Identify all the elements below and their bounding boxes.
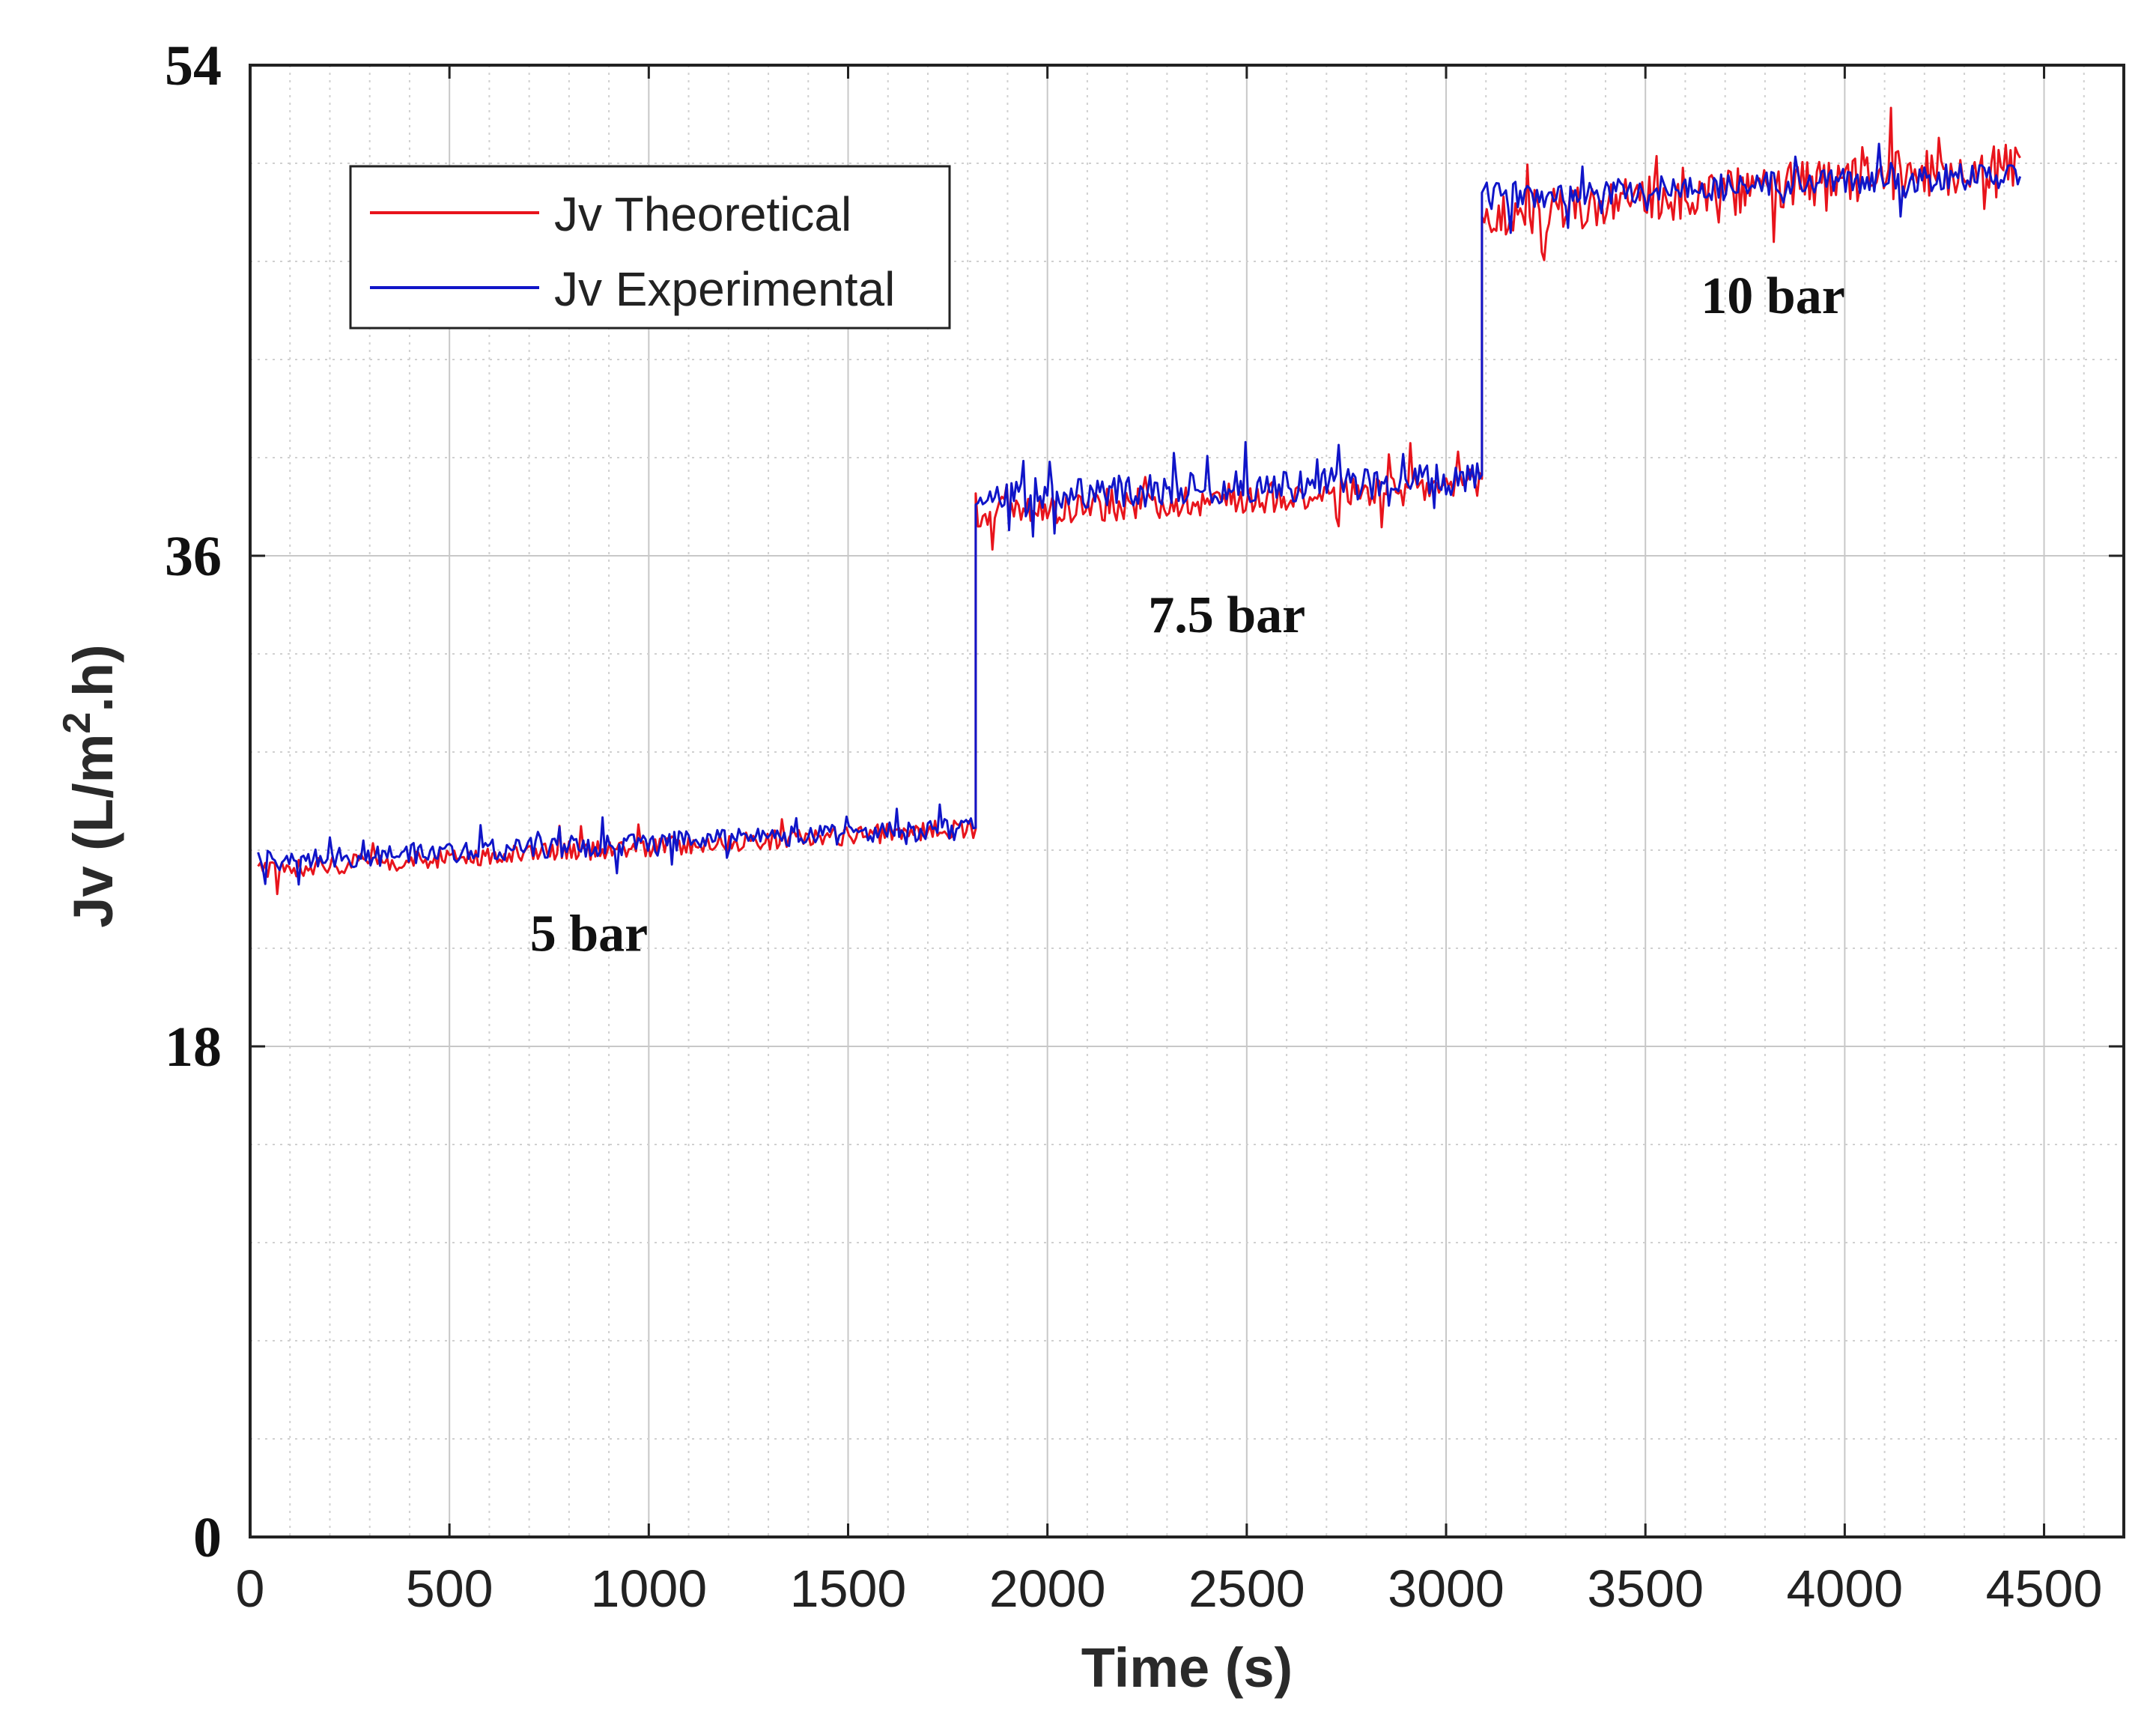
y-axis-label: Jv (L/m2.h)	[55, 644, 124, 927]
y-tick-label: 18	[165, 1016, 222, 1079]
legend-box	[349, 165, 951, 330]
x-tick-label: 2000	[989, 1559, 1106, 1618]
x-tick-label: 3000	[1388, 1559, 1504, 1618]
y-axis-label-suffix: .h)	[62, 644, 124, 712]
x-tick-label: 1500	[790, 1559, 907, 1618]
annotation-layer: 5 bar 7.5 bar 10 bar	[530, 267, 1845, 963]
tick-layer: 0 500 1000 1500 2000 2500 3000 3500 4000 4500 0 18 3…	[165, 34, 2124, 1618]
x-axis-label: Time (s)	[1081, 1637, 1293, 1699]
pressure-annotation: 7.5 bar	[1148, 586, 1305, 644]
legend-entry-label: Jv Theoretical	[554, 187, 851, 241]
x-tick-label: 3500	[1587, 1559, 1704, 1618]
y-axis-label-superscript: 2	[55, 712, 99, 734]
x-tick-label: 2500	[1188, 1559, 1305, 1618]
legend: Jv Theoretical Jv Experimental	[349, 165, 951, 330]
y-tick-label: 0	[193, 1506, 222, 1569]
pressure-annotation: 5 bar	[530, 906, 649, 963]
x-tick-label: 4000	[1786, 1559, 1903, 1618]
x-tick-label: 4500	[1986, 1559, 2103, 1618]
y-tick-label: 54	[165, 34, 222, 97]
grid-layer	[250, 65, 2124, 1537]
pressure-annotation: 10 bar	[1701, 267, 1845, 325]
y-tick-label: 36	[165, 525, 222, 588]
axis-label-layer: Time (s) Jv (L/m2.h)	[55, 644, 1293, 1699]
series-line-experimental	[257, 142, 2022, 886]
legend-entry-label: Jv Experimental	[554, 262, 895, 316]
series-layer	[257, 106, 2022, 896]
y-axis-label-prefix: Jv (L/m	[62, 734, 124, 928]
x-tick-label: 1000	[590, 1559, 707, 1618]
x-tick-label: 0	[236, 1559, 265, 1618]
plot-frame	[249, 64, 2125, 1538]
x-tick-label: 500	[406, 1559, 494, 1618]
